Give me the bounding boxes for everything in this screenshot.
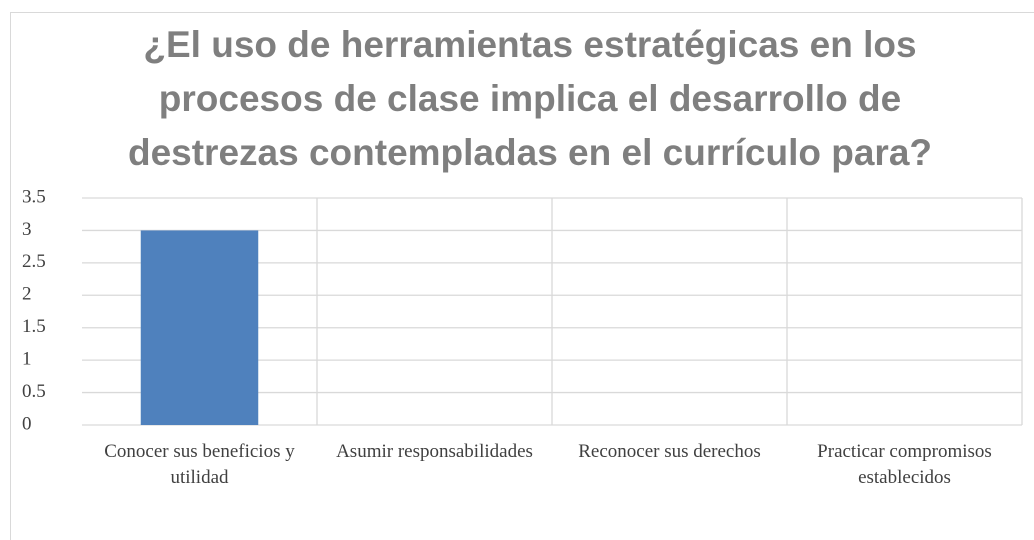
y-tick-label: 2.5 (22, 251, 46, 272)
y-tick-label: 1.5 (22, 316, 46, 337)
y-tick-label: 1 (22, 349, 32, 370)
bar (140, 230, 259, 425)
y-tick-label: 2 (22, 284, 32, 305)
y-tick-label: 3 (22, 219, 32, 240)
y-tick-label: 0.5 (22, 381, 46, 402)
x-tick-label: Asumir responsabilidades (336, 441, 533, 462)
chart-frame (10, 12, 1034, 540)
y-tick-label: 0 (22, 413, 32, 434)
x-tick-label: Conocer sus beneficios y utilidad (104, 441, 295, 488)
chart-title: ¿El uso de herramientas estratégicas en … (127, 24, 932, 173)
y-tick-label: 3.5 (22, 186, 46, 207)
x-tick-label: Reconocer sus derechos (578, 441, 761, 462)
x-tick-label: Practicar compromisos establecidos (817, 441, 992, 488)
